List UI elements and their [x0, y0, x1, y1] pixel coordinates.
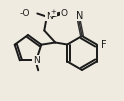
- Text: N: N: [33, 56, 40, 65]
- Text: O: O: [61, 9, 68, 18]
- Text: F: F: [101, 39, 107, 49]
- Text: N: N: [76, 11, 84, 21]
- Text: +: +: [50, 9, 56, 15]
- Text: -O: -O: [20, 9, 30, 18]
- Text: N: N: [46, 12, 53, 21]
